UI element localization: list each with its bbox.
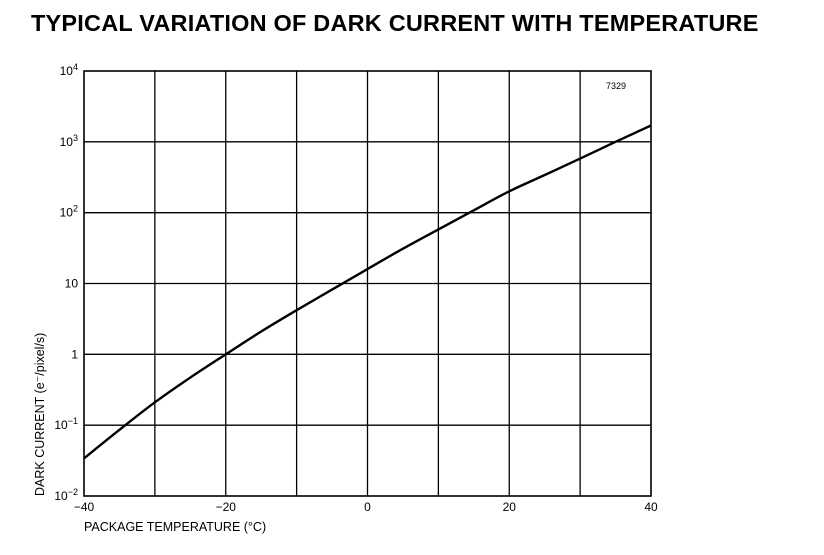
figure-number: 7329 — [606, 81, 626, 91]
x-tick-label: 20 — [503, 500, 517, 514]
grid — [84, 71, 651, 496]
x-tick-label: −40 — [74, 500, 95, 514]
x-tick-label: 40 — [644, 500, 658, 514]
y-tick-label: 104 — [60, 62, 78, 78]
y-tick-label: 10−1 — [54, 416, 78, 432]
chart-title: TYPICAL VARIATION OF DARK CURRENT WITH T… — [31, 10, 759, 36]
x-tick-label: −20 — [216, 500, 237, 514]
x-axis-label: PACKAGE TEMPERATURE (°C) — [84, 520, 266, 534]
y-axis-label: DARK CURRENT (e⁻/pixel/s) — [33, 333, 47, 496]
x-axis-ticks: −40 −20 0 20 40 — [74, 500, 658, 514]
y-tick-label: 1 — [71, 347, 78, 361]
y-tick-label: 103 — [60, 133, 78, 149]
x-tick-label: 0 — [364, 500, 371, 514]
y-tick-label: 10 — [65, 277, 79, 291]
y-tick-label: 102 — [60, 204, 78, 220]
dark-current-curve — [83, 124, 652, 460]
plot-frame — [83, 70, 652, 497]
y-tick-label: 10−2 — [54, 487, 78, 503]
y-axis-ticks: 10−2 10−1 1 10 102 103 104 — [54, 62, 78, 503]
